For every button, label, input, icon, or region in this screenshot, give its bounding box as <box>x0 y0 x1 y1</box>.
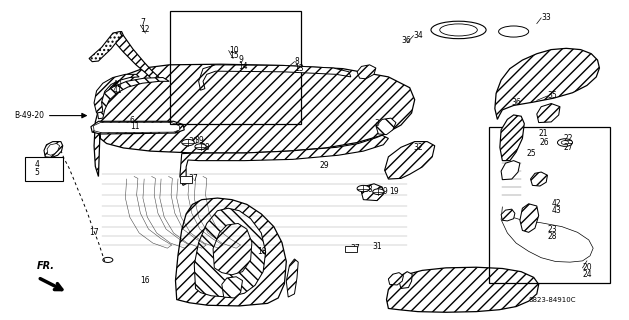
Polygon shape <box>388 273 403 285</box>
Text: 33: 33 <box>541 13 551 22</box>
Polygon shape <box>500 115 525 161</box>
Ellipse shape <box>431 21 486 39</box>
Text: 18: 18 <box>257 247 267 257</box>
Polygon shape <box>94 64 415 177</box>
Text: 10: 10 <box>229 46 238 55</box>
Text: 16: 16 <box>140 276 150 285</box>
Text: 31: 31 <box>372 242 382 251</box>
Polygon shape <box>91 121 184 134</box>
Circle shape <box>373 189 384 195</box>
Polygon shape <box>537 104 560 123</box>
Text: 5: 5 <box>35 168 40 177</box>
Text: 4: 4 <box>35 160 40 169</box>
Polygon shape <box>199 65 351 90</box>
Polygon shape <box>44 142 63 157</box>
Text: 8: 8 <box>294 57 299 66</box>
Text: 37: 37 <box>188 174 198 183</box>
Text: 30: 30 <box>188 137 198 146</box>
Polygon shape <box>222 277 243 298</box>
Circle shape <box>357 185 370 192</box>
Text: 22: 22 <box>563 134 572 143</box>
Text: 35: 35 <box>547 92 557 100</box>
Text: 7: 7 <box>140 19 145 28</box>
Text: FR.: FR. <box>36 261 55 271</box>
Bar <box>180 177 192 183</box>
Polygon shape <box>386 267 538 312</box>
Text: 34: 34 <box>413 31 423 40</box>
Text: 36: 36 <box>401 36 411 44</box>
Text: 3: 3 <box>374 119 379 128</box>
Text: 24: 24 <box>582 270 592 279</box>
Text: 23: 23 <box>547 225 557 234</box>
Bar <box>170 11 301 124</box>
Text: 36: 36 <box>512 98 521 107</box>
Text: 15: 15 <box>229 51 238 60</box>
Text: 19: 19 <box>389 187 399 196</box>
Polygon shape <box>194 208 265 297</box>
Text: 43: 43 <box>551 206 561 215</box>
Polygon shape <box>94 123 180 133</box>
Circle shape <box>182 140 194 146</box>
Text: 13: 13 <box>294 63 304 73</box>
Polygon shape <box>495 48 599 119</box>
Text: 28: 28 <box>547 232 557 241</box>
Text: 38: 38 <box>364 185 373 194</box>
Text: 12: 12 <box>140 25 150 35</box>
Text: 21: 21 <box>538 130 548 139</box>
Polygon shape <box>47 143 60 155</box>
Text: 14: 14 <box>238 62 248 71</box>
Text: 6: 6 <box>130 116 135 125</box>
Text: 40: 40 <box>113 80 123 89</box>
Text: 39: 39 <box>194 136 204 146</box>
Text: B-49-20: B-49-20 <box>14 111 86 120</box>
Polygon shape <box>94 74 139 113</box>
Polygon shape <box>501 161 520 180</box>
Text: 38: 38 <box>201 143 210 152</box>
Text: 39: 39 <box>379 187 388 196</box>
Polygon shape <box>213 223 252 275</box>
Polygon shape <box>520 204 538 232</box>
Bar <box>489 127 610 283</box>
Polygon shape <box>385 142 435 179</box>
Polygon shape <box>530 172 547 186</box>
Bar <box>25 157 63 180</box>
Circle shape <box>195 144 206 149</box>
Circle shape <box>557 139 572 146</box>
Polygon shape <box>362 184 384 201</box>
Polygon shape <box>89 32 121 62</box>
Text: 8823-84910C: 8823-84910C <box>529 297 576 303</box>
Text: 27: 27 <box>563 143 573 152</box>
Text: 9: 9 <box>238 55 243 64</box>
Polygon shape <box>376 118 396 135</box>
Text: 20: 20 <box>582 263 592 272</box>
Polygon shape <box>501 209 515 221</box>
Polygon shape <box>357 65 376 79</box>
Text: 25: 25 <box>526 149 536 158</box>
Text: 17: 17 <box>89 228 99 237</box>
Polygon shape <box>286 259 298 297</box>
Text: 29: 29 <box>320 161 329 170</box>
Text: 37: 37 <box>351 244 360 253</box>
Text: 11: 11 <box>130 122 139 131</box>
Text: 32: 32 <box>413 143 423 152</box>
Polygon shape <box>180 135 388 185</box>
Text: 41: 41 <box>113 86 123 95</box>
Polygon shape <box>399 272 412 288</box>
Polygon shape <box>111 32 159 81</box>
Ellipse shape <box>499 26 528 37</box>
Text: 42: 42 <box>551 199 561 208</box>
Text: 26: 26 <box>540 138 550 147</box>
Polygon shape <box>175 198 286 306</box>
Polygon shape <box>97 77 169 119</box>
Bar <box>345 246 357 252</box>
